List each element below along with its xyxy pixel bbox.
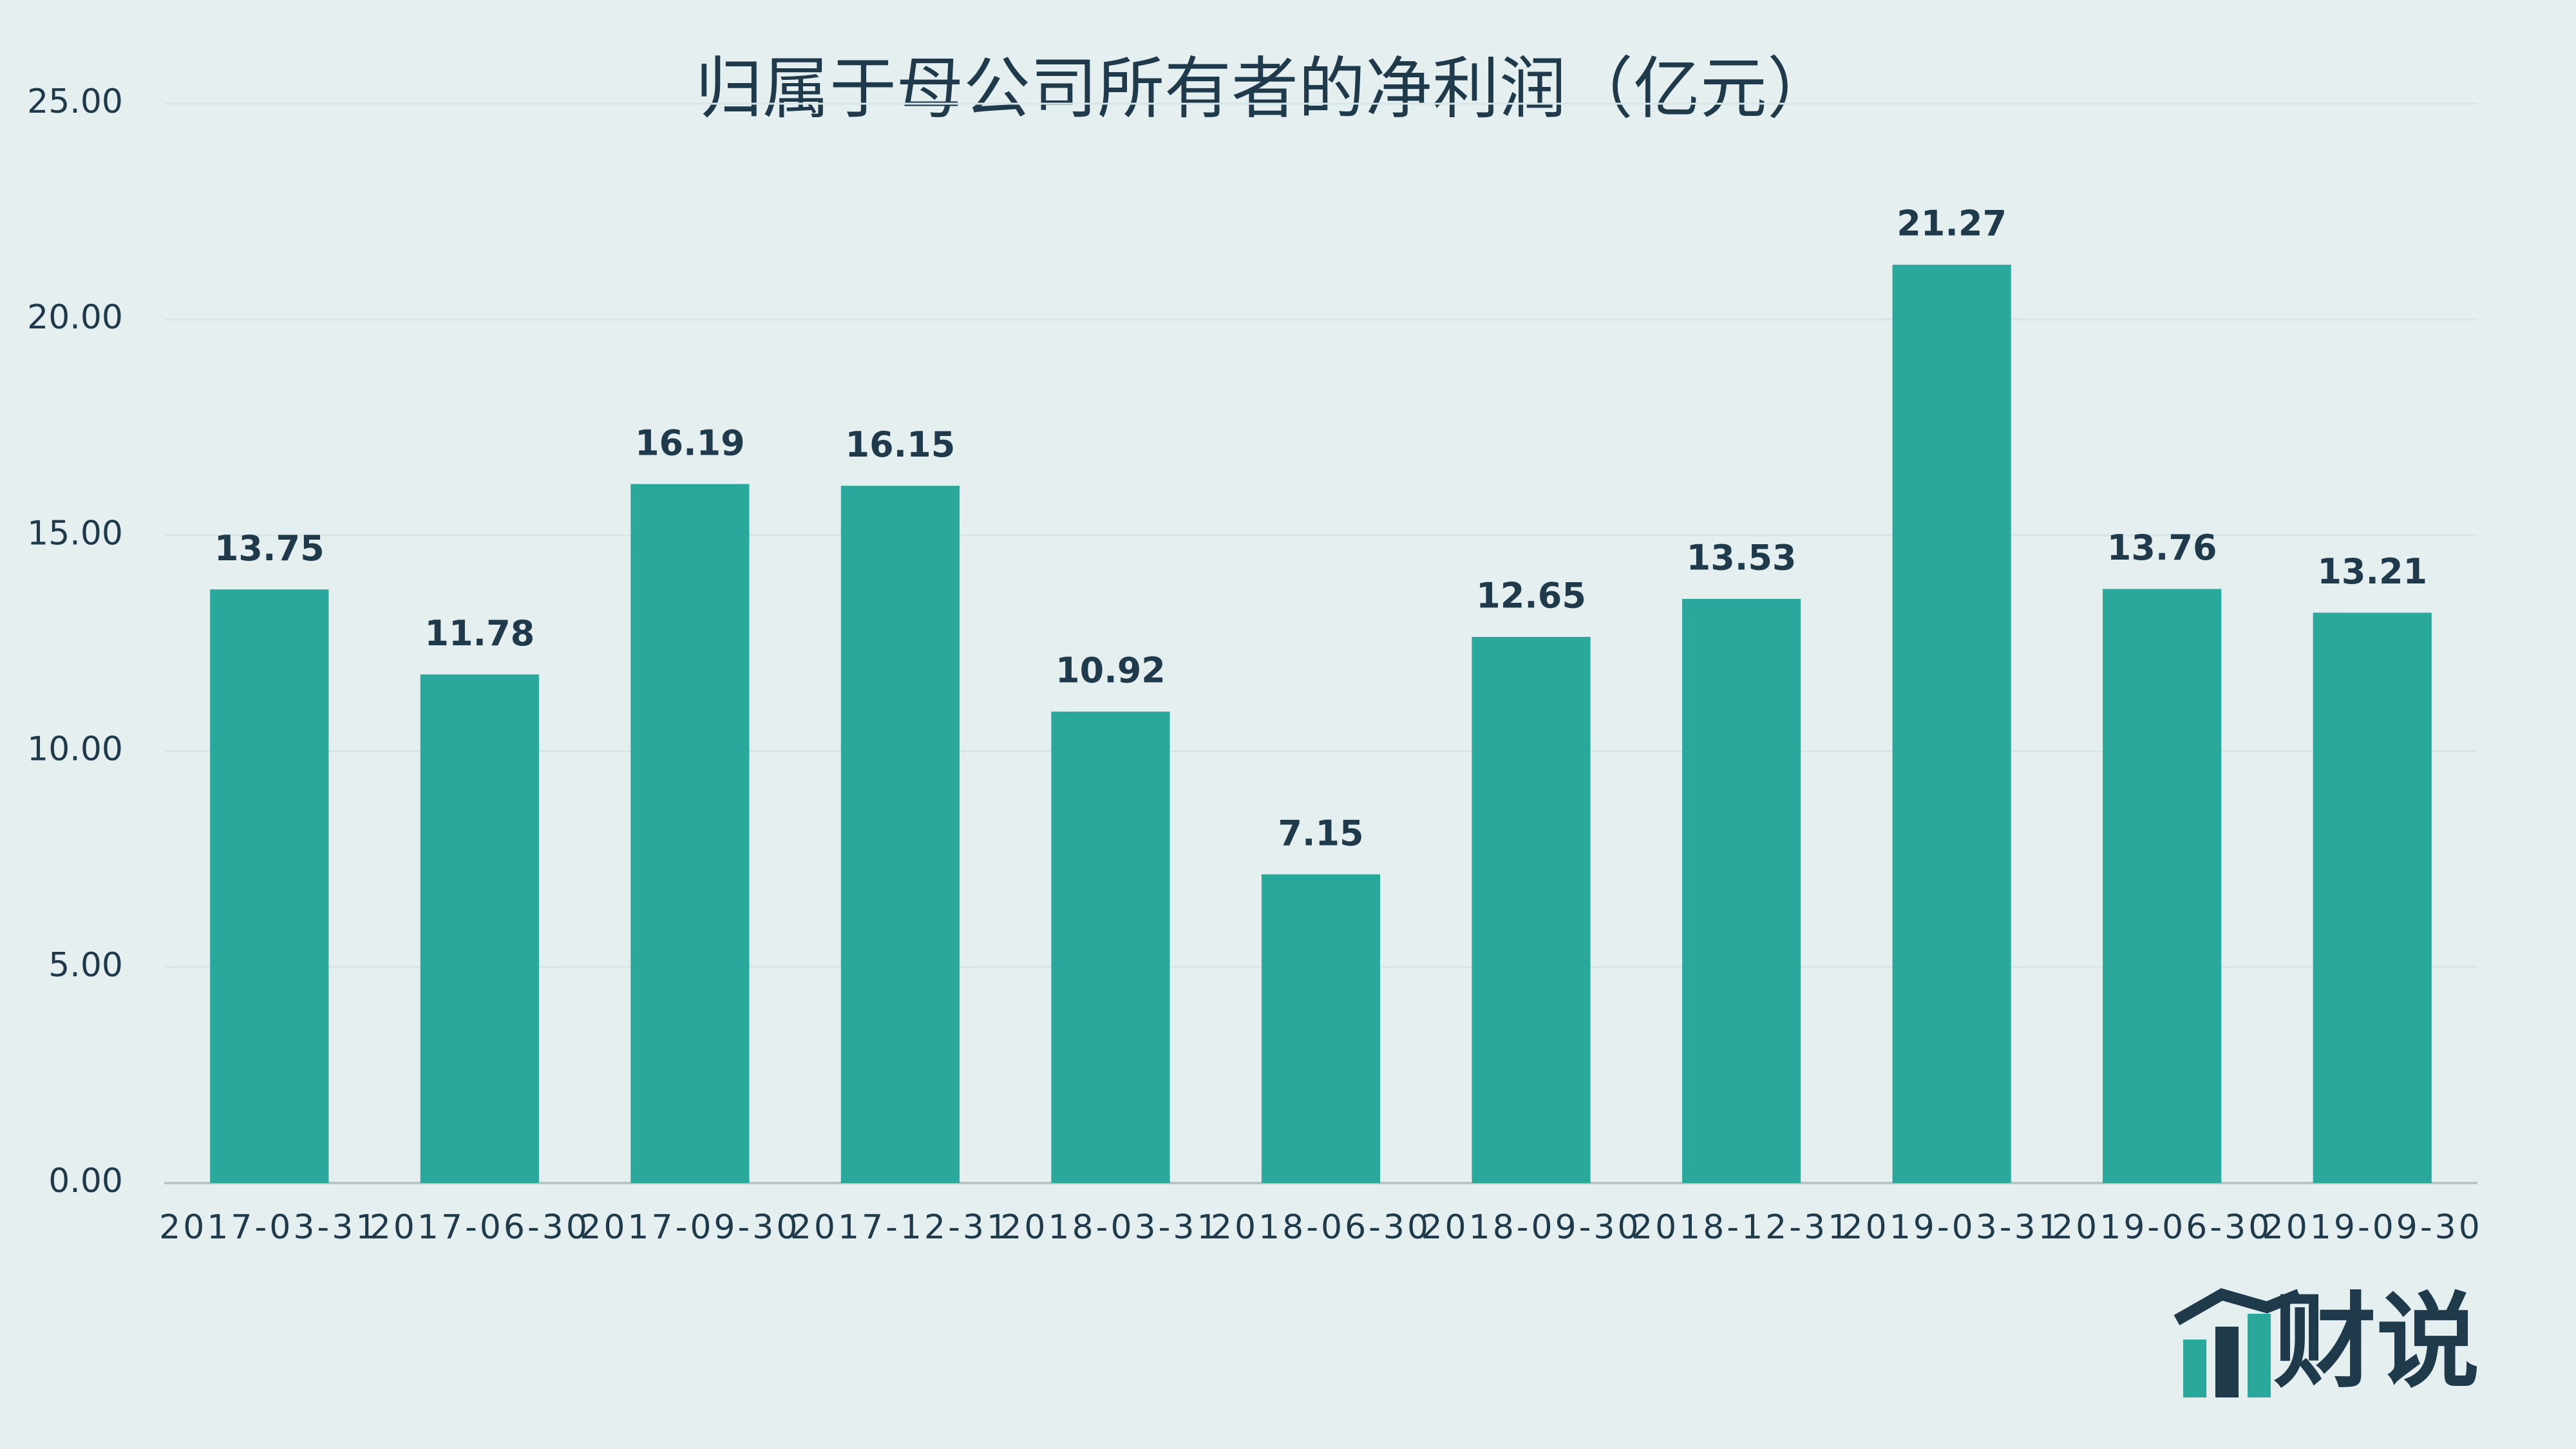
- bar: [1261, 874, 1381, 1183]
- x-tick-label: 2017-03-31: [159, 1208, 379, 1247]
- bar: [1051, 711, 1170, 1183]
- bar: [420, 674, 539, 1183]
- value-label: 11.78: [424, 613, 535, 654]
- bar: [210, 589, 329, 1183]
- value-label: 7.15: [1278, 813, 1363, 853]
- y-tick-label: 5.00: [48, 946, 123, 985]
- value-label: 13.21: [2317, 551, 2427, 592]
- chart-title: 归属于母公司所有者的净利润（亿元）: [696, 49, 1834, 128]
- x-tick-label: 2018-06-30: [1211, 1208, 1431, 1247]
- x-tick-label: 2018-12-31: [1631, 1208, 1852, 1247]
- x-tick-label: 2019-09-30: [2262, 1208, 2483, 1247]
- x-tick-label: 2019-06-30: [2052, 1208, 2272, 1247]
- x-tick-label: 2019-03-31: [1842, 1208, 2062, 1247]
- x-tick-label: 2018-03-31: [1000, 1208, 1220, 1247]
- bar: [840, 486, 960, 1184]
- bar: [2103, 589, 2222, 1183]
- value-label: 12.65: [1476, 576, 1586, 616]
- value-label: 21.27: [1897, 204, 2007, 244]
- x-tick-label: 2017-09-30: [580, 1208, 800, 1247]
- bar: [630, 484, 750, 1184]
- value-label: 16.19: [635, 422, 745, 463]
- y-tick-label: 0.00: [48, 1162, 123, 1200]
- bar: [1682, 598, 1801, 1183]
- bar: [1892, 265, 2011, 1183]
- x-tick-label: 2017-12-31: [790, 1208, 1010, 1247]
- value-label: 13.53: [1687, 538, 1797, 578]
- logo: 财说: [2273, 1282, 2479, 1402]
- y-tick-label: 25.00: [27, 82, 123, 121]
- value-label: 13.75: [214, 528, 325, 569]
- value-label: 10.92: [1056, 650, 1166, 691]
- y-tick-label: 20.00: [27, 298, 123, 337]
- value-label: 13.76: [2107, 527, 2217, 568]
- x-tick-label: 2017-06-30: [370, 1208, 590, 1247]
- y-tick-label: 10.00: [27, 730, 123, 769]
- bar: [2313, 612, 2432, 1183]
- value-label: 16.15: [846, 424, 956, 465]
- bar: [1472, 636, 1591, 1183]
- y-tick-label: 15.00: [27, 514, 123, 553]
- logo-icon: [2174, 1288, 2302, 1397]
- x-tick-label: 2018-09-30: [1421, 1208, 1641, 1247]
